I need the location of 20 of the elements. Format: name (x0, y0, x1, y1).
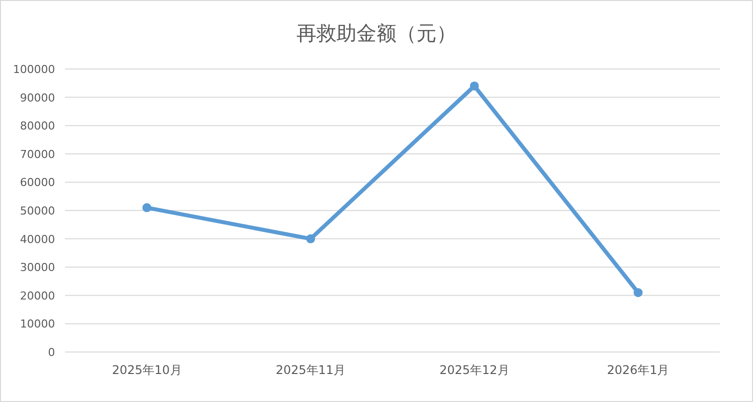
y-tick-label: 50000 (20, 204, 55, 218)
x-tick-label: 2025年12月 (439, 363, 510, 377)
y-tick-label: 70000 (20, 148, 55, 161)
y-tick-label: 80000 (20, 120, 55, 133)
y-tick-label: 100000 (13, 63, 55, 76)
y-tick-label: 0 (48, 346, 55, 359)
x-tick-label: 2026年1月 (607, 363, 670, 377)
x-tick-label: 2025年10月 (112, 363, 182, 377)
point (142, 203, 152, 212)
chart-title: 再救助金额（元） (296, 21, 456, 45)
y-tick-label: 30000 (20, 261, 55, 274)
point (634, 288, 643, 298)
y-tick-label: 90000 (20, 91, 55, 104)
point (470, 81, 479, 90)
y-tick-label: 60000 (20, 176, 55, 190)
y-tick-label: 40000 (20, 232, 55, 246)
y-tick-label: 20000 (20, 289, 55, 302)
y-tick-label: 10000 (20, 318, 55, 331)
x-tick-label: 2025年11月 (276, 363, 346, 377)
point (306, 234, 316, 244)
